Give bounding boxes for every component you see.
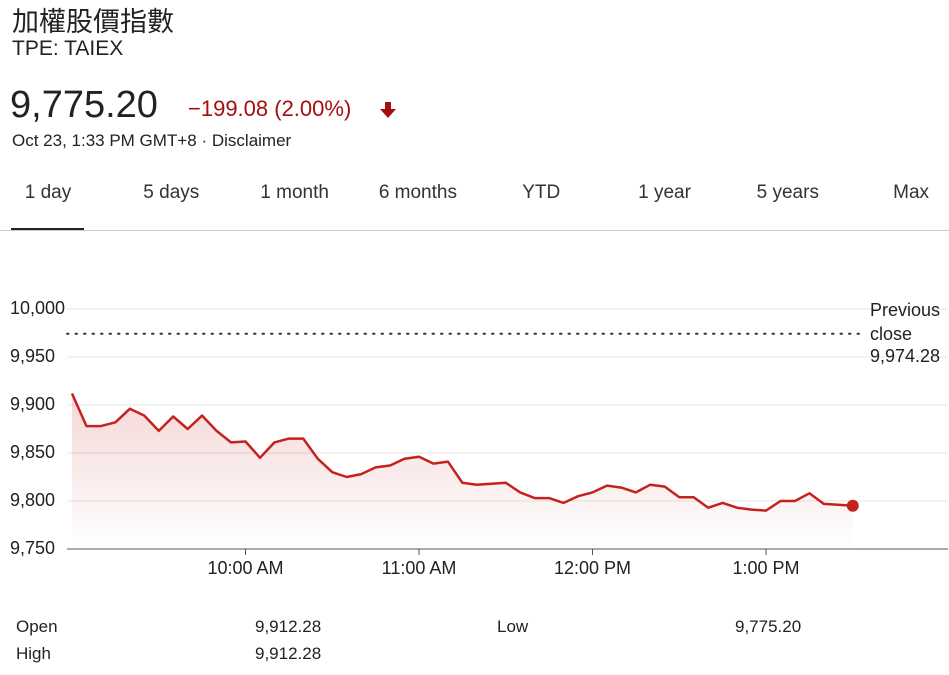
tab[interactable]: Max bbox=[893, 182, 930, 203]
area-fill bbox=[72, 393, 853, 549]
stat-label: Open bbox=[16, 617, 58, 636]
tab-divider bbox=[0, 230, 949, 231]
x-tick-label: 12:00 PM bbox=[554, 558, 631, 578]
tab[interactable]: 6 months bbox=[378, 182, 457, 203]
y-tick-label: 10,000 bbox=[10, 298, 65, 318]
stat-value: 9,912.28 bbox=[255, 644, 322, 663]
stat-label: Low bbox=[497, 617, 529, 636]
x-tick-label: 10:00 AM bbox=[207, 558, 283, 578]
chart: 9,750 9,800 9,850 9,900 9,950 10,000 10:00 AM 1… bbox=[10, 298, 948, 578]
ticker: TPE: TAIEX bbox=[12, 37, 124, 60]
index-name: 加權股價指數 bbox=[12, 7, 174, 37]
previous-close-label: Previous close bbox=[870, 300, 941, 344]
previous-close-value: 9,974.28 bbox=[870, 346, 941, 366]
timestamp-line: Oct 23, 1:33 PM GMT+8 · Disclaimer bbox=[12, 131, 291, 151]
active-tab-indicator bbox=[11, 228, 84, 231]
y-tick-label: 9,950 bbox=[10, 346, 55, 366]
tab[interactable]: 1 day bbox=[24, 182, 72, 203]
price: 9,775.20 bbox=[10, 84, 158, 126]
y-tick-label: 9,900 bbox=[10, 394, 55, 414]
stat-value: 9,775.20 bbox=[735, 617, 802, 636]
tab[interactable]: 1 month bbox=[260, 182, 329, 203]
tab[interactable]: 5 years bbox=[756, 182, 819, 203]
tab[interactable]: 1 year bbox=[638, 182, 691, 203]
tab[interactable]: YTD bbox=[522, 182, 561, 203]
y-tick-label: 9,750 bbox=[10, 538, 55, 558]
x-tick-label: 11:00 AM bbox=[382, 558, 457, 578]
stat-value: 9,912.28 bbox=[255, 617, 322, 636]
change: −199.08 (2.00%) bbox=[188, 96, 352, 121]
y-tick-label: 9,800 bbox=[10, 490, 55, 510]
down-arrow bbox=[380, 102, 396, 118]
tab[interactable]: 5 days bbox=[143, 182, 200, 203]
separator: · bbox=[201, 131, 208, 150]
timestamp: Oct 23, 1:33 PM GMT+8 bbox=[12, 131, 197, 150]
x-tick-label: 1:00 PM bbox=[732, 558, 799, 578]
last-point bbox=[846, 499, 859, 512]
price-line bbox=[70, 392, 853, 512]
stat-label: High bbox=[16, 644, 51, 663]
y-tick-label: 9,850 bbox=[10, 442, 55, 462]
disclaimer-link[interactable]: Disclaimer bbox=[211, 131, 292, 150]
